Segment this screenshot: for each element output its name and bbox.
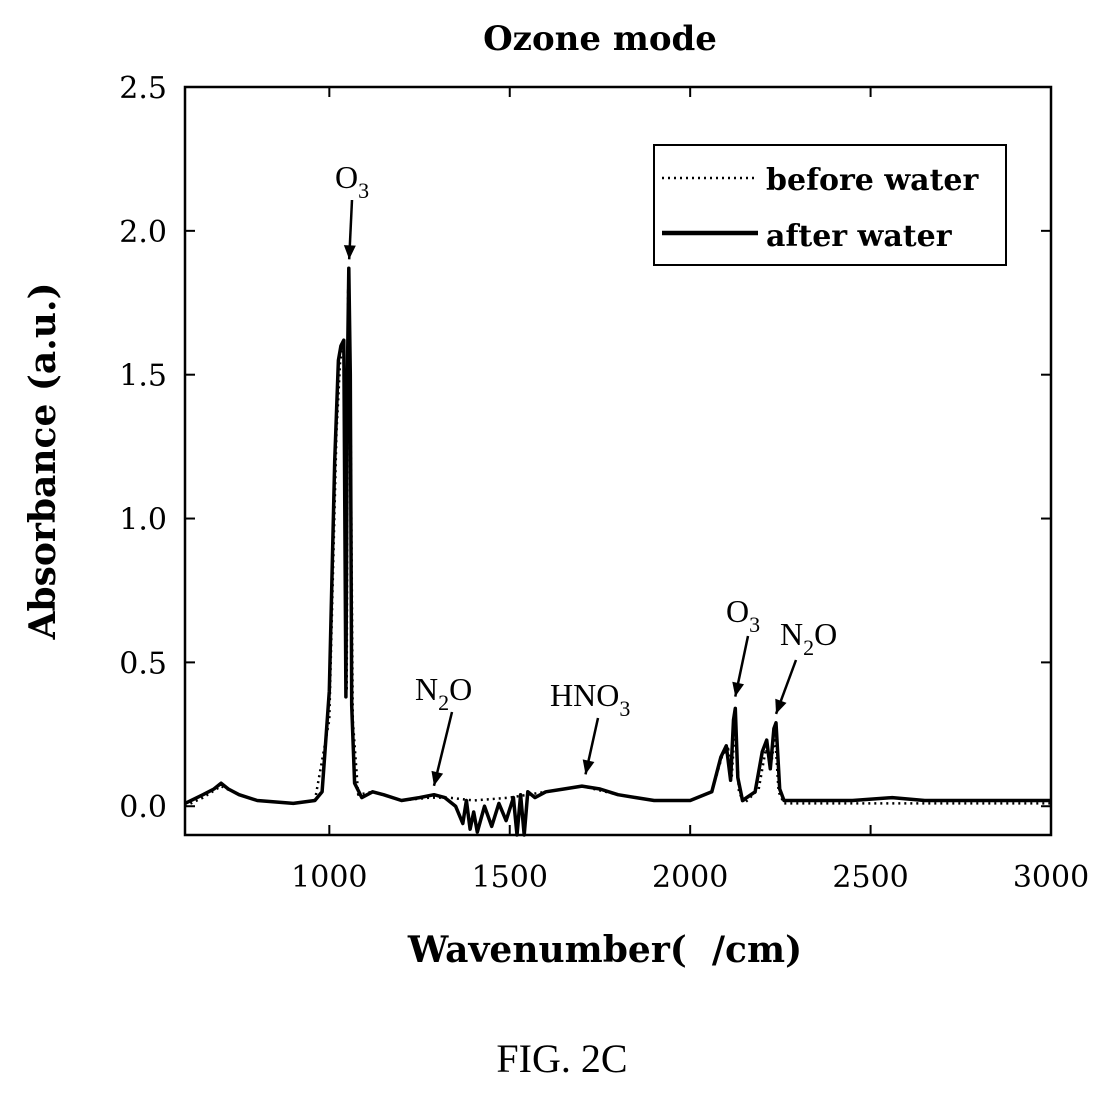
series-line-before-water [184, 287, 1051, 808]
peak-label: N2O [415, 671, 472, 715]
x-tick-label: 3000 [1013, 860, 1089, 895]
chart-title: Ozone mode [483, 19, 717, 59]
series-line-after-water [184, 266, 1051, 837]
y-tick-label: 1.0 [119, 503, 167, 538]
x-tick-label: 2500 [832, 860, 908, 895]
y-tick-label: 2.0 [119, 215, 167, 250]
legend-box [653, 144, 1007, 266]
peak-arrowhead [582, 759, 595, 775]
peak-label: O3 [335, 159, 369, 203]
x-axis-label: Wavenumber( /cm) [407, 929, 802, 971]
y-axis-label: Absorbance (a.u.) [22, 282, 64, 640]
figure-caption: FIG. 2C [496, 1036, 627, 1081]
y-tick-label: 0.0 [119, 790, 167, 825]
y-tick-label: 2.5 [119, 71, 167, 106]
x-tick-label: 1000 [291, 860, 367, 895]
y-tick-label: 0.5 [119, 646, 167, 681]
x-tick-label: 2000 [652, 860, 728, 895]
peak-arrowhead [431, 770, 444, 786]
x-axis: 1000 1500 2000 2500 3000 [291, 87, 1089, 895]
plot-frame [183, 85, 1053, 837]
x-tick-label: 1500 [472, 860, 548, 895]
peak-label: HNO3 [550, 677, 630, 721]
peak-label: O3 [726, 593, 760, 637]
y-axis: 0.0 0.5 1.0 1.5 2.0 2.5 [119, 71, 1051, 825]
peak-label: N2O [780, 616, 837, 660]
y-tick-label: 1.5 [119, 359, 167, 394]
legend-label-before-water: before water [766, 163, 980, 198]
peak-arrowhead [732, 681, 745, 697]
peak-arrowhead [343, 245, 356, 260]
series-layer [184, 266, 1051, 837]
legend: before water after water [653, 144, 1007, 266]
legend-label-after-water: after water [766, 219, 953, 254]
peak-arrowhead [775, 698, 787, 714]
